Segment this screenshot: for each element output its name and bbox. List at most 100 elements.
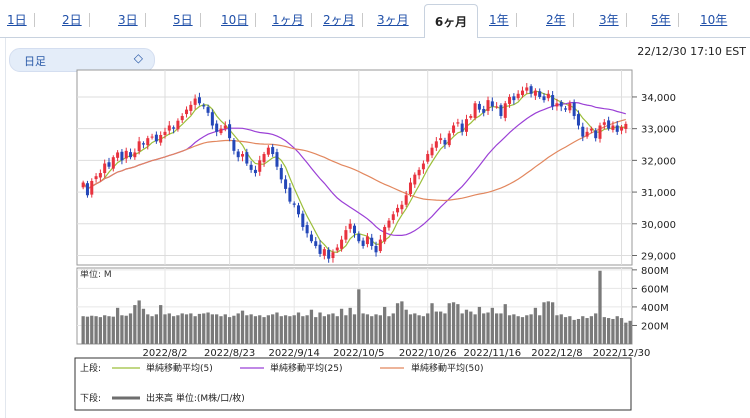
candle-body <box>516 93 520 99</box>
tab-1年[interactable]: 1年 <box>489 11 517 33</box>
volume-bar <box>434 311 438 344</box>
candle-body <box>370 237 374 246</box>
volume-bar <box>542 302 546 344</box>
candle-body <box>352 225 357 234</box>
candle-body <box>314 241 318 246</box>
volume-bar <box>223 314 227 344</box>
volume-bar <box>275 312 279 344</box>
volume-bar <box>365 314 370 344</box>
candle-body <box>430 147 434 156</box>
x-tick-label: 2022/12/8 <box>531 348 582 359</box>
candle-period-select[interactable]: 日足 ◇ <box>9 48 155 72</box>
candle-body <box>103 163 107 174</box>
volume-bar <box>288 316 292 344</box>
candle-body <box>357 233 361 242</box>
candle-body <box>559 102 563 107</box>
legend-lower-label: 下段: <box>80 392 101 404</box>
candle-body <box>598 125 602 139</box>
candle-body <box>387 220 391 228</box>
volume-bar <box>378 315 382 344</box>
tab-1ヶ月[interactable]: 1ヶ月 <box>272 11 312 33</box>
candle-body <box>107 162 111 167</box>
candle-body <box>167 125 171 131</box>
volume-bar <box>215 314 219 344</box>
candle-body <box>189 104 193 111</box>
volume-bar <box>296 312 301 344</box>
volume-bar <box>404 309 408 344</box>
volume-bar <box>426 313 430 344</box>
price-tick-label: 31,000 <box>641 188 676 199</box>
volume-bar <box>619 318 624 344</box>
volume-bar <box>128 313 133 344</box>
volume-bar <box>176 315 180 344</box>
candle-body <box>538 91 542 97</box>
candle-body <box>568 103 572 111</box>
tab-10日[interactable]: 10日 <box>221 11 257 33</box>
volume-bar <box>81 316 85 344</box>
tab-2年[interactable]: 2年 <box>546 11 574 33</box>
candle-body <box>292 203 296 205</box>
candle-body <box>551 95 555 107</box>
volume-bar <box>85 316 90 344</box>
volume-bar <box>550 302 555 344</box>
volume-bar <box>322 316 326 344</box>
candle-body <box>193 98 197 105</box>
volume-bar <box>167 313 171 344</box>
candle-body <box>85 183 89 196</box>
candle-body <box>611 125 615 130</box>
volume-bar <box>94 316 98 344</box>
candle-body <box>456 122 460 124</box>
updown-chevron-icon: ◇ <box>133 51 143 65</box>
volume-bar <box>305 315 309 344</box>
volume-tick-label: 600M <box>641 284 669 295</box>
volume-bar <box>628 320 632 344</box>
volume-bar <box>344 315 348 344</box>
candle-body <box>443 140 447 145</box>
volume-bar <box>249 314 253 344</box>
candle-body <box>236 151 240 158</box>
candle-body <box>421 163 425 170</box>
volume-bar <box>171 316 176 344</box>
volume-bar <box>486 312 490 344</box>
volume-bar <box>456 304 460 344</box>
tab-1日[interactable]: 1日 <box>7 11 35 33</box>
price-tick-label: 30,000 <box>641 220 676 231</box>
timestamp: 22/12/30 17:10 EST <box>637 45 746 58</box>
volume-bar <box>189 313 193 344</box>
candle-body <box>141 143 145 145</box>
volume-bar <box>133 305 137 344</box>
tab-10年[interactable]: 10年 <box>700 13 728 27</box>
volume-bar <box>417 315 421 344</box>
volume-bar <box>352 314 357 344</box>
candle-body <box>116 152 120 158</box>
volume-bar <box>159 305 163 344</box>
volume-bar <box>443 313 447 344</box>
tab-3年[interactable]: 3年 <box>599 11 627 33</box>
volume-bar <box>602 317 606 344</box>
legend-ma50: 単純移動平均(50) <box>411 362 483 374</box>
volume-bar <box>98 317 103 344</box>
candle-body <box>542 96 546 101</box>
candle-body <box>482 109 486 113</box>
tab-5年[interactable]: 5年 <box>651 11 679 33</box>
candle-body <box>154 134 158 142</box>
volume-bar <box>124 315 128 344</box>
volume-bar <box>490 307 494 344</box>
candle-body <box>477 103 481 110</box>
tab-5日[interactable]: 5日 <box>173 11 201 33</box>
tab-2日[interactable]: 2日 <box>62 11 90 33</box>
tab-3ヶ月[interactable]: 3ヶ月 <box>377 13 409 27</box>
tab-3日[interactable]: 3日 <box>118 11 146 33</box>
candle-body <box>374 245 378 253</box>
candle-body <box>275 152 279 167</box>
candle-body <box>620 127 624 131</box>
volume-bar <box>193 316 197 344</box>
candle-body <box>258 160 262 172</box>
candle-body <box>576 114 580 126</box>
volume-bar <box>163 314 167 344</box>
candle-body <box>473 103 477 118</box>
candle-body <box>624 123 628 129</box>
volume-bar <box>499 313 503 344</box>
volume-bar <box>494 313 499 344</box>
tab-2ヶ月[interactable]: 2ヶ月 <box>323 11 363 33</box>
